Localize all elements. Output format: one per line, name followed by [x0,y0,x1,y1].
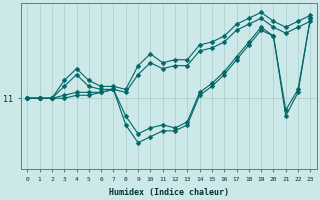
X-axis label: Humidex (Indice chaleur): Humidex (Indice chaleur) [109,188,229,197]
